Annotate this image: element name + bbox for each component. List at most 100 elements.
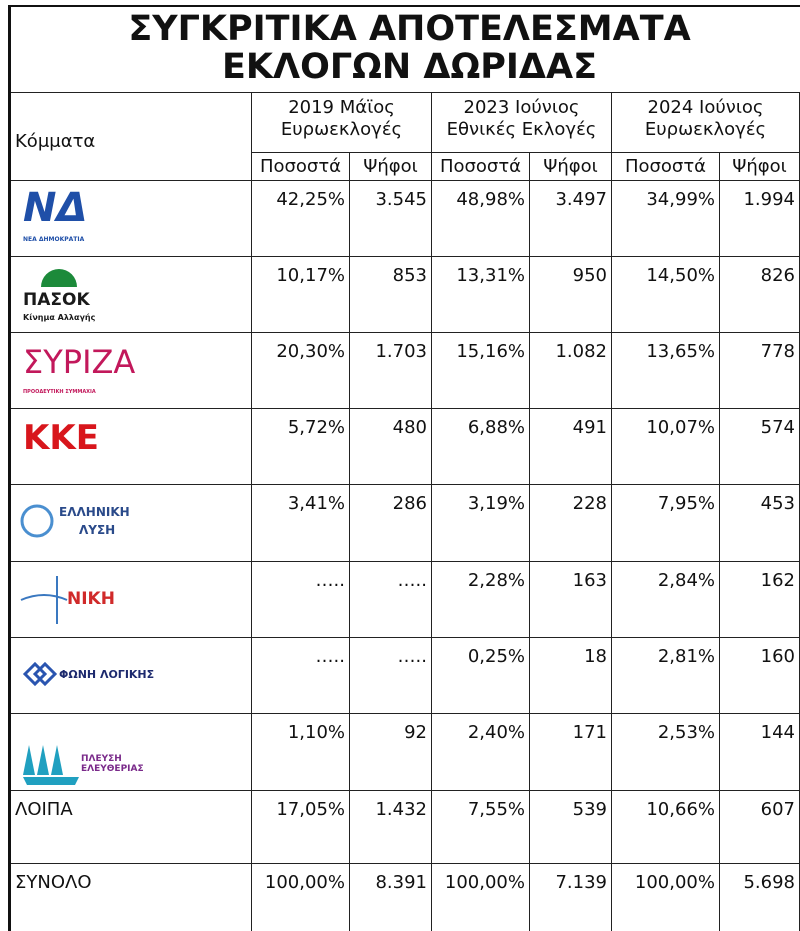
value-cell: 3.497 xyxy=(529,180,612,257)
title-line: ΣΥΓΚΡΙΤΙΚΑ ΑΠΟΤΕΛΕΣΜΑΤΑ xyxy=(128,9,691,49)
value-cell: 13,31% xyxy=(431,256,530,333)
value-cell: 171 xyxy=(529,713,612,791)
data-row: ΦΩΝΗ ΛΟΓΙΚΗΣ…..….. 0,25% 18 2,81% 160 xyxy=(9,637,800,714)
value-cell: 7,95% xyxy=(611,484,720,562)
value-cell: 10,66% xyxy=(611,790,720,864)
value-cell: 3.545 xyxy=(349,180,432,257)
value-cell: 778 xyxy=(719,332,800,409)
header-text: Κόμματα xyxy=(15,131,96,152)
value-cell: 8.391 xyxy=(349,863,432,931)
logo-name: ΦΩΝΗ ΛΟΓΙΚΗΣ xyxy=(59,668,154,681)
value-cell: 18 xyxy=(529,637,612,714)
value-cell: 5.698 xyxy=(719,863,800,931)
value-cell: 17,05% xyxy=(251,790,350,864)
value-cell: 163 xyxy=(529,561,612,638)
party-cell: ΠΑΣΟΚ Κίνημα Αλλαγής xyxy=(9,256,252,333)
value-cell: 34,99% xyxy=(611,180,720,257)
party-cell: ΛΟΙΠΑ xyxy=(9,790,252,864)
party-logo: ΕΛΛΗΝΙΚΗ ΛΥΣΗ xyxy=(20,504,130,537)
data-row: ΣΥΝΟΛΟ 100,00% 8.391 100,00% 7.139 100,00% 5.6… xyxy=(9,863,800,931)
value-cell: 42,25% xyxy=(251,180,350,257)
value-cell: 2,53% xyxy=(611,713,720,791)
logo-sails xyxy=(23,744,79,785)
party-logo: ΚΚΕ xyxy=(23,418,99,458)
value-cell: 2,40% xyxy=(431,713,530,791)
data-row: ΕΛΛΗΝΙΚΗ ΛΥΣΗ 3,41% 286 3,19% 228 7,95% 453 xyxy=(9,484,800,562)
party-cell: ΚΚΕ xyxy=(9,408,252,485)
party-logo: ΦΩΝΗ ΛΟΓΙΚΗΣ xyxy=(22,661,154,687)
value-cell: 100,00% xyxy=(431,863,530,931)
data-row: ΣΥΡΙΖΑ ΠΡΟΟΔΕΥΤΙΚΗ ΣΥΜΜΑΧΙΑ 20,30% 1.703 15,… xyxy=(9,332,800,409)
logo-name: ΠΑΣΟΚ xyxy=(23,290,90,310)
header-row: Κόμματα 2019 Μάϊος Ευρωεκλογές 2023 Ιούνιος… xyxy=(9,92,800,181)
value-cell: 7,55% xyxy=(431,790,530,864)
value-cell: 20,30% xyxy=(251,332,350,409)
election-label: 2019 Μάϊος xyxy=(288,97,395,118)
logo-tagline: ΛΥΣΗ xyxy=(79,523,115,537)
election-label: Ευρωεκλογές xyxy=(280,119,403,140)
election-header: 2024 Ιούνιος Ευρωεκλογές xyxy=(611,92,800,153)
value-cell: 162 xyxy=(719,561,800,638)
value-cell: 13,65% xyxy=(611,332,720,409)
value-cell: 453 xyxy=(719,484,800,562)
party-cell: ΝΙΚΗ xyxy=(9,561,252,638)
value-cell: ….. xyxy=(349,561,432,638)
value-cell: 607 xyxy=(719,790,800,864)
value-cell: 950 xyxy=(529,256,612,333)
value-cell: 286 xyxy=(349,484,432,562)
subheader: Ποσοστά xyxy=(611,152,720,181)
data-row: ΛΟΙΠΑ 17,05% 1.432 7,55% 539 10,66% 607 xyxy=(9,790,800,864)
logo-tagline: ΝΕΑ ΔΗΜΟΚΡΑΤΙΑ xyxy=(23,236,85,243)
value-cell: 3,19% xyxy=(431,484,530,562)
value-cell: 1.994 xyxy=(719,180,800,257)
election-label: 2023 Ιούνιος xyxy=(463,97,580,118)
value-cell: 100,00% xyxy=(611,863,720,931)
value-cell: 1.082 xyxy=(529,332,612,409)
title-line: ΕΚΛΟΓΩΝ ΔΩΡΙΔΑΣ xyxy=(221,47,597,87)
election-header: 2019 Μάϊος Ευρωεκλογές xyxy=(251,92,432,153)
value-cell: 100,00% xyxy=(251,863,350,931)
value-cell: 853 xyxy=(349,256,432,333)
logo-name: ΝΔ xyxy=(23,185,87,231)
value-cell: 6,88% xyxy=(431,408,530,485)
value-cell: 92 xyxy=(349,713,432,791)
data-row: ΝΙΚΗ…..….. 2,28% 163 2,84% 162 xyxy=(9,561,800,638)
value-cell: ….. xyxy=(251,637,350,714)
data-row: ΠΑΣΟΚ Κίνημα Αλλαγής 10,17% 853 13,31% 950 14,… xyxy=(9,256,800,333)
value-cell: 14,50% xyxy=(611,256,720,333)
logo-sun xyxy=(41,269,77,287)
value-cell: 5,72% xyxy=(251,408,350,485)
logo-wave xyxy=(20,576,68,624)
party-cell: ΣΥΝΟΛΟ xyxy=(9,863,252,931)
election-label: 2024 Ιούνιος xyxy=(647,97,764,118)
value-cell: 2,28% xyxy=(431,561,530,638)
party-cell: ΠΛΕΥΣΗ ΕΛΕΥΘΕΡΙΑΣ xyxy=(9,713,252,791)
value-cell: 48,98% xyxy=(431,180,530,257)
results-table: Κόμματα 2019 Μάϊος Ευρωεκλογές 2023 Ιούνιος… xyxy=(8,92,800,931)
party-logo: ΝΔ ΝΕΑ ΔΗΜΟΚΡΑΤΙΑ xyxy=(23,185,87,243)
logo-name: ΝΙΚΗ xyxy=(67,589,115,609)
party-logo: ΝΙΚΗ xyxy=(20,576,115,624)
election-label: Εθνικές Εκλογές xyxy=(446,119,597,140)
party-cell: ΣΥΡΙΖΑ ΠΡΟΟΔΕΥΤΙΚΗ ΣΥΜΜΑΧΙΑ xyxy=(9,332,252,409)
party-cell: ΕΛΛΗΝΙΚΗ ΛΥΣΗ xyxy=(9,484,252,562)
value-cell: 15,16% xyxy=(431,332,530,409)
value-cell: ….. xyxy=(251,561,350,638)
value-cell: 0,25% xyxy=(431,637,530,714)
value-cell: 2,84% xyxy=(611,561,720,638)
logo-emblem xyxy=(20,504,54,537)
subheader-row: Ποσοστά Ψήφοι Ποσοστά Ψήφοι Ποσοστά Ψήφοι xyxy=(10,152,800,181)
subheader: Ποσοστά xyxy=(431,152,530,181)
value-cell: 3,41% xyxy=(251,484,350,562)
subheader: Ποσοστά xyxy=(251,152,350,181)
party-cell: ΦΩΝΗ ΛΟΓΙΚΗΣ xyxy=(9,637,252,714)
title: ΣΥΓΚΡΙΤΙΚΑ ΑΠΟΤΕΛΕΣΜΑΤΑ ΕΚΛΟΓΩΝ ΔΩΡΙΔΑΣ xyxy=(8,5,800,92)
value-cell: 1,10% xyxy=(251,713,350,791)
data-row: ΚΚΕ 5,72% 480 6,88% 491 10,07% 574 xyxy=(9,408,800,485)
value-cell: 1.432 xyxy=(349,790,432,864)
value-cell: 491 xyxy=(529,408,612,485)
value-cell: 826 xyxy=(719,256,800,333)
value-cell: 574 xyxy=(719,408,800,485)
party-logo: ΠΑΣΟΚ Κίνημα Αλλαγής xyxy=(23,269,96,322)
